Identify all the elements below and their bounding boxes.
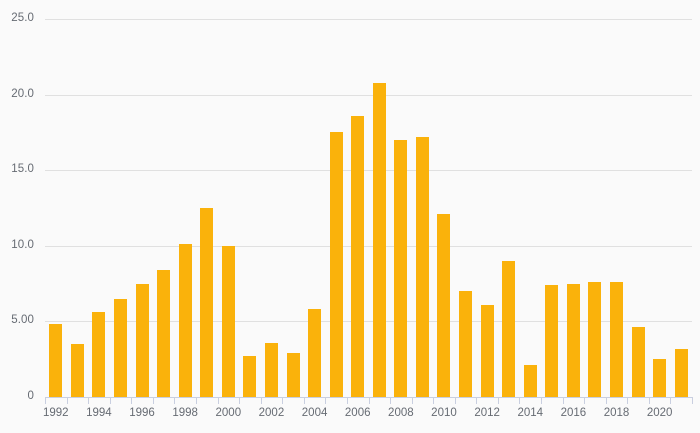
- x-axis-tick-mark: [648, 397, 650, 404]
- x-axis-tick-label: 2002: [258, 407, 285, 419]
- bar[interactable]: [286, 353, 300, 397]
- bars-layer: [45, 14, 692, 397]
- y-axis-tick-label: 15.0: [11, 163, 34, 176]
- bar[interactable]: [415, 136, 429, 397]
- x-axis-tick-label: 2004: [301, 407, 328, 419]
- x-axis-tick-label: 2000: [215, 407, 242, 419]
- x-axis-tick-mark: [88, 397, 90, 404]
- bar[interactable]: [70, 344, 84, 397]
- bar[interactable]: [459, 291, 473, 397]
- x-axis-tick-mark: [605, 397, 607, 404]
- bar[interactable]: [308, 309, 322, 397]
- bar[interactable]: [92, 312, 106, 397]
- bar[interactable]: [135, 283, 149, 397]
- plot-area: [45, 14, 692, 397]
- x-axis-tick-mark: [433, 397, 435, 404]
- x-axis-tick-mark: [390, 397, 392, 404]
- gridline: [45, 94, 692, 96]
- bar[interactable]: [113, 298, 127, 397]
- x-axis-tick-mark: [152, 397, 154, 404]
- x-axis-tick-mark: [541, 397, 543, 404]
- x-axis-tick-mark: [260, 397, 262, 404]
- x-axis-tick-mark: [45, 397, 46, 404]
- x-axis-tick-mark: [174, 397, 176, 404]
- bar[interactable]: [221, 245, 235, 397]
- bar[interactable]: [653, 359, 667, 397]
- x-axis-tick-label: 2006: [344, 407, 371, 419]
- x-axis-tick-label: 2010: [431, 407, 457, 419]
- bar[interactable]: [329, 132, 343, 397]
- bar[interactable]: [49, 324, 63, 397]
- x-axis-tick-mark: [66, 397, 68, 404]
- bar[interactable]: [372, 82, 386, 397]
- x-axis-tick-label: 2016: [560, 407, 587, 419]
- x-axis-tick-mark: [411, 397, 413, 404]
- x-axis-tick-mark: [131, 397, 133, 404]
- y-axis-tick-label: 10.0: [11, 238, 34, 251]
- x-axis-tick-label: 2020: [646, 407, 673, 419]
- x-axis-tick-mark: [670, 397, 672, 404]
- y-axis-tick-label: 20.0: [11, 87, 34, 100]
- x-axis-tick-label: 2008: [388, 407, 414, 419]
- y-axis-tick-label: 0: [27, 390, 34, 402]
- gridline: [45, 321, 692, 323]
- bar[interactable]: [437, 214, 451, 397]
- x-axis-tick-mark: [325, 397, 327, 404]
- x-axis-tick-mark: [346, 397, 348, 404]
- x-axis-tick-label: 1998: [172, 407, 198, 419]
- x-axis-tick-label: 2014: [517, 407, 544, 419]
- gridline: [45, 245, 692, 247]
- y-axis-tick-label: 5.00: [11, 314, 34, 327]
- x-axis-tick-mark: [303, 397, 305, 404]
- x-axis-tick-label: 1996: [129, 407, 155, 419]
- gridline: [45, 19, 692, 20]
- x-axis-tick-mark: [282, 397, 284, 404]
- bar[interactable]: [264, 342, 278, 397]
- x-axis-tick-mark: [195, 397, 197, 404]
- x-axis-tick-label: 2012: [474, 407, 500, 419]
- bar[interactable]: [243, 356, 257, 397]
- x-axis-tick-mark: [476, 397, 478, 404]
- bar[interactable]: [480, 304, 494, 397]
- x-axis-tick-mark: [109, 397, 111, 404]
- bar[interactable]: [674, 348, 688, 397]
- x-axis-tick-label: 2018: [603, 407, 630, 419]
- x-axis-tick-mark: [519, 397, 521, 404]
- x-axis-tick-label: 1994: [86, 407, 112, 419]
- bar[interactable]: [200, 208, 214, 397]
- x-axis-tick-mark: [627, 397, 629, 404]
- x-axis-tick-mark: [562, 397, 564, 404]
- bar[interactable]: [394, 139, 408, 397]
- bar[interactable]: [178, 244, 192, 397]
- bar[interactable]: [631, 327, 645, 397]
- x-axis-tick-mark: [217, 397, 219, 404]
- x-axis-tick-mark: [454, 397, 456, 404]
- bar[interactable]: [610, 282, 624, 397]
- y-axis-tick-label: 25.0: [11, 12, 34, 24]
- gridline: [45, 170, 692, 172]
- x-axis-tick-mark: [584, 397, 586, 404]
- x-axis-tick-mark: [692, 397, 693, 404]
- bar[interactable]: [523, 365, 537, 397]
- bar[interactable]: [502, 260, 516, 397]
- x-axis-tick-mark: [497, 397, 499, 404]
- x-axis-tick-label: 1992: [42, 407, 69, 419]
- bar[interactable]: [157, 270, 171, 397]
- bar[interactable]: [566, 283, 580, 397]
- x-axis-tick-mark: [368, 397, 370, 404]
- bar[interactable]: [351, 115, 365, 397]
- bar[interactable]: [545, 285, 559, 397]
- x-axis-tick-mark: [239, 397, 241, 404]
- bar[interactable]: [588, 282, 602, 397]
